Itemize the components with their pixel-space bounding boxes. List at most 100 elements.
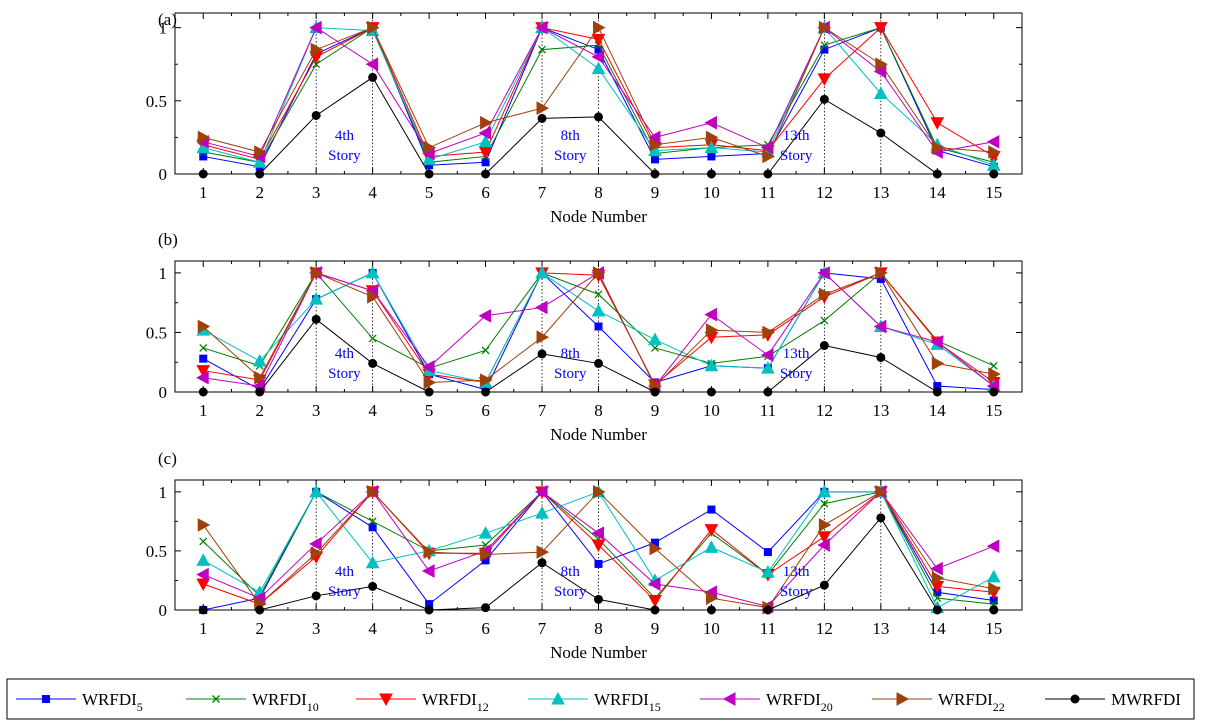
data-point — [873, 22, 888, 35]
data-point — [197, 518, 211, 532]
data-point — [873, 319, 887, 334]
data-point — [706, 169, 716, 179]
data-point — [763, 605, 773, 615]
data-point — [649, 137, 663, 152]
legend-label: MWRFDI — [1111, 690, 1181, 709]
x-tick-label: 7 — [538, 183, 547, 202]
data-point — [254, 370, 267, 385]
data-point — [422, 564, 435, 578]
data-point — [537, 349, 547, 359]
data-point — [591, 33, 606, 47]
legend-label-base: MWRFDI — [1111, 690, 1181, 709]
data-point — [368, 358, 378, 368]
data-point — [931, 356, 945, 371]
data-point — [423, 375, 437, 390]
data-point — [537, 558, 547, 568]
data-point — [988, 581, 1001, 596]
data-point — [651, 343, 659, 352]
x-tick-label: 1 — [199, 183, 208, 202]
data-point — [535, 265, 549, 279]
x-tick-label: 5 — [425, 183, 434, 202]
legend-marker — [379, 693, 393, 707]
data-point — [817, 484, 832, 498]
data-point — [311, 110, 321, 120]
data-point — [989, 361, 998, 370]
legend-marker — [1070, 694, 1080, 704]
x-tick-label: 15 — [985, 183, 1002, 202]
data-point — [706, 605, 716, 615]
x-axis-label: Node Number — [550, 643, 647, 662]
story-annotation: Story — [328, 148, 361, 164]
data-point — [593, 20, 606, 35]
data-point — [423, 545, 437, 559]
data-point — [705, 130, 719, 145]
data-point — [986, 539, 1000, 554]
story-annotation: 8th — [561, 128, 581, 144]
data-point — [535, 506, 549, 519]
legend-label-sub: 12 — [477, 700, 489, 714]
x-tick-label: 8 — [594, 183, 603, 202]
data-point — [591, 526, 604, 541]
data-point — [478, 526, 493, 539]
data-point — [706, 387, 716, 397]
legend-label: WRFDI12 — [422, 690, 489, 714]
x-tick-label: 2 — [255, 619, 264, 638]
legend-entry-wrfdi-15: WRFDI15 — [528, 690, 661, 714]
data-point — [365, 265, 380, 279]
x-tick-label: 11 — [760, 183, 776, 202]
legend-entry-wrfdi-22: WRFDI22 — [872, 690, 1005, 714]
x-tick-label: 14 — [929, 183, 947, 202]
data-point — [536, 330, 550, 345]
x-tick-label: 7 — [538, 619, 547, 638]
x-tick-label: 6 — [481, 401, 490, 420]
data-point — [647, 130, 661, 145]
data-point — [591, 61, 606, 75]
data-point — [931, 140, 945, 155]
x-tick-label: 3 — [312, 183, 321, 202]
data-point — [761, 565, 775, 578]
data-point — [875, 484, 888, 499]
story-annotation: 8th — [561, 346, 581, 362]
data-point — [365, 555, 380, 569]
data-point — [536, 545, 550, 559]
x-tick-label: 14 — [929, 401, 947, 420]
x-tick-label: 3 — [312, 619, 321, 638]
data-point — [311, 314, 321, 324]
story-annotation: Story — [554, 148, 587, 164]
data-point — [876, 352, 886, 362]
data-point — [707, 152, 716, 161]
data-point — [932, 169, 942, 179]
data-point — [199, 343, 208, 352]
y-tick-label: 0 — [159, 383, 168, 402]
story-annotation: Story — [780, 584, 813, 600]
data-point — [820, 41, 829, 50]
legend-label-sub: 22 — [993, 700, 1005, 714]
data-point — [368, 517, 377, 526]
story-annotation: Story — [780, 366, 813, 382]
legend-entry-mwrfdi: MWRFDI — [1045, 690, 1181, 709]
data-point — [199, 354, 208, 363]
data-point — [311, 591, 321, 601]
data-point — [704, 540, 719, 553]
data-point — [310, 546, 324, 561]
data-point — [930, 335, 943, 349]
data-point — [368, 334, 377, 343]
data-point — [704, 307, 717, 322]
data-point — [255, 387, 265, 397]
data-point — [818, 287, 832, 302]
story-annotation: Story — [780, 148, 813, 164]
x-tick-label: 6 — [481, 619, 490, 638]
data-point — [649, 541, 663, 556]
x-tick-label: 1 — [199, 401, 208, 420]
data-point — [932, 605, 942, 615]
story-annotation: Story — [554, 366, 587, 382]
data-point — [368, 72, 378, 82]
data-point — [930, 117, 945, 130]
y-tick-label: 0 — [159, 165, 168, 184]
legend-label-sub: 15 — [649, 700, 661, 714]
data-point — [481, 387, 491, 397]
data-point — [196, 370, 209, 385]
data-point — [647, 577, 661, 591]
data-point — [704, 358, 719, 372]
